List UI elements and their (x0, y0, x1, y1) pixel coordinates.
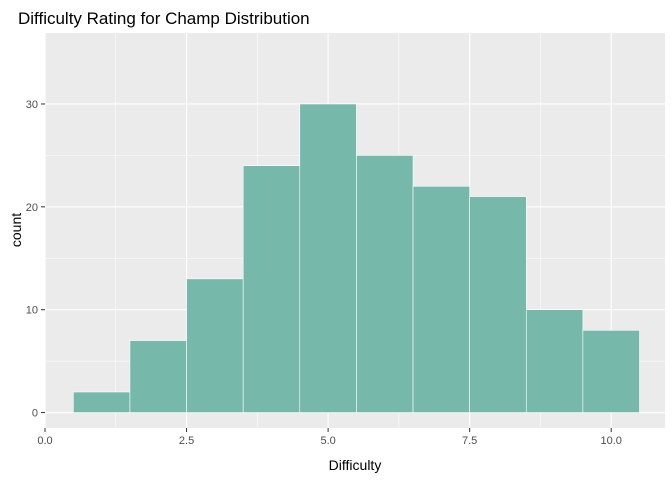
y-tick-label: 0 (32, 408, 38, 420)
x-tick-label: 7.5 (462, 435, 477, 447)
histogram-bar (242, 165, 301, 413)
y-tick-label: 30 (26, 99, 38, 111)
x-tick-label: 10.0 (600, 435, 621, 447)
x-tick-label: 0.0 (37, 435, 52, 447)
bars (73, 103, 640, 413)
histogram-bar (129, 340, 187, 413)
x-axis-ticks: 0.0 2.5 5.0 7.5 10.0 (37, 428, 622, 447)
chart-title: Difficulty Rating for Champ Distribution (18, 9, 310, 28)
histogram-bar (469, 196, 527, 413)
histogram-bar (299, 103, 357, 413)
x-axis-title: Difficulty (329, 457, 382, 473)
y-tick-label: 20 (26, 202, 38, 214)
histogram-bar (356, 155, 414, 413)
histogram-bar (73, 391, 131, 413)
x-tick-label: 5.0 (320, 435, 335, 447)
histogram-bar (525, 309, 584, 413)
histogram-bar (186, 278, 244, 413)
histogram-bar (582, 329, 640, 413)
y-axis-title: count (8, 213, 24, 247)
y-tick-label: 10 (26, 305, 38, 317)
x-tick-label: 2.5 (179, 435, 194, 447)
y-axis-ticks: 0 10 20 30 (26, 99, 45, 420)
histogram-bar (412, 185, 470, 413)
